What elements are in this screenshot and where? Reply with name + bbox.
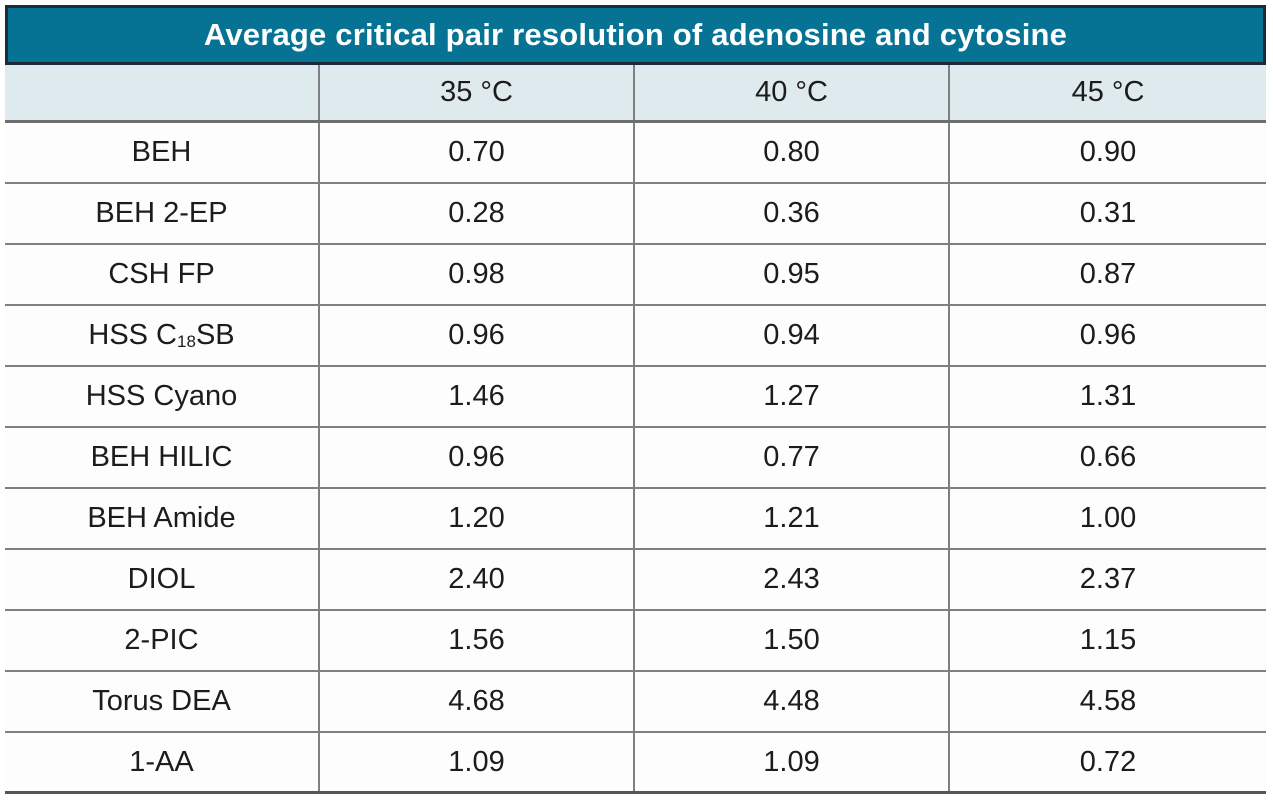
- row-label-text: 2-PIC: [124, 624, 199, 656]
- cell-value: 1.21: [633, 489, 948, 548]
- column-header-45c: 45 °C: [948, 65, 1266, 120]
- table-row: BEH 2-EP 0.28 0.36 0.31: [5, 184, 1266, 245]
- row-label: BEH Amide: [5, 489, 318, 548]
- row-label-text: BEH Amide: [87, 502, 236, 534]
- row-label-text: HSS C: [88, 319, 178, 351]
- row-label: BEH 2-EP: [5, 184, 318, 243]
- cell-value: 1.15: [948, 611, 1266, 670]
- cell-value: 0.31: [948, 184, 1266, 243]
- row-label: Torus DEA: [5, 672, 318, 731]
- table-row: Torus DEA 4.68 4.48 4.58: [5, 672, 1266, 733]
- row-label-text: BEH HILIC: [90, 441, 233, 473]
- row-label-text: CSH FP: [108, 258, 215, 290]
- cell-value: 4.58: [948, 672, 1266, 731]
- table-row: 2-PIC 1.56 1.50 1.15: [5, 611, 1266, 672]
- column-header-row: 35 °C 40 °C 45 °C: [5, 65, 1266, 123]
- cell-value: 0.36: [633, 184, 948, 243]
- cell-value: 1.56: [318, 611, 633, 670]
- row-label-text: BEH 2-EP: [95, 197, 228, 229]
- table-row: 1-AA 1.09 1.09 0.72: [5, 733, 1266, 794]
- cell-value: 0.28: [318, 184, 633, 243]
- table-row: BEH 0.70 0.80 0.90: [5, 123, 1266, 184]
- table-title: Average critical pair resolution of aden…: [203, 17, 1068, 52]
- table-row: BEH Amide 1.20 1.21 1.00: [5, 489, 1266, 550]
- cell-value: 0.95: [633, 245, 948, 304]
- row-label: HSS Cyano: [5, 367, 318, 426]
- row-label: CSH FP: [5, 245, 318, 304]
- cell-value: 2.37: [948, 550, 1266, 609]
- table-row: DIOL 2.40 2.43 2.37: [5, 550, 1266, 611]
- table-row: CSH FP 0.98 0.95 0.87: [5, 245, 1266, 306]
- cell-value: 0.96: [318, 428, 633, 487]
- table-title-bar: Average critical pair resolution of aden…: [5, 5, 1266, 65]
- cell-value: 1.50: [633, 611, 948, 670]
- cell-value: 2.43: [633, 550, 948, 609]
- cell-value: 1.31: [948, 367, 1266, 426]
- cell-value: 1.27: [633, 367, 948, 426]
- row-label-text: Torus DEA: [92, 685, 231, 717]
- row-label: 2-PIC: [5, 611, 318, 670]
- row-label: 1-AA: [5, 733, 318, 791]
- row-label-text: DIOL: [127, 563, 196, 595]
- cell-value: 0.94: [633, 306, 948, 365]
- row-label-text: BEH: [131, 136, 192, 168]
- cell-value: 1.00: [948, 489, 1266, 548]
- row-label: HSS C 18 SB: [88, 319, 235, 351]
- table-row: HSS C 18 SB 0.96 0.94 0.96: [5, 306, 1266, 367]
- cell-value: 2.40: [318, 550, 633, 609]
- cell-value: 4.68: [318, 672, 633, 731]
- column-header-35c: 35 °C: [318, 65, 633, 120]
- row-label: DIOL: [5, 550, 318, 609]
- row-label: BEH: [5, 123, 318, 182]
- row-label-text: 1-AA: [129, 745, 194, 778]
- column-header-40c: 40 °C: [633, 65, 948, 120]
- table-row: HSS Cyano 1.46 1.27 1.31: [5, 367, 1266, 428]
- cell-value: 0.90: [948, 123, 1266, 182]
- cell-value: 1.09: [318, 733, 633, 791]
- cell-value: 0.96: [948, 306, 1266, 365]
- cell-value: 0.87: [948, 245, 1266, 304]
- cell-value: 0.66: [948, 428, 1266, 487]
- cell-value: 1.09: [633, 733, 948, 791]
- table-row: BEH HILIC 0.96 0.77 0.66: [5, 428, 1266, 489]
- cell-value: 4.48: [633, 672, 948, 731]
- cell-value: 0.70: [318, 123, 633, 182]
- row-label-text: HSS Cyano: [85, 380, 238, 412]
- cell-value: 1.20: [318, 489, 633, 548]
- cell-value: 0.96: [318, 306, 633, 365]
- cell-value: 0.77: [633, 428, 948, 487]
- cell-value: 0.80: [633, 123, 948, 182]
- row-label-text: SB: [195, 319, 235, 351]
- row-label: BEH HILIC: [5, 428, 318, 487]
- cell-value: 1.46: [318, 367, 633, 426]
- resolution-table: Average critical pair resolution of aden…: [5, 5, 1266, 794]
- cell-value: 0.98: [318, 245, 633, 304]
- cell-value: 0.72: [948, 733, 1266, 791]
- corner-cell: [5, 65, 318, 120]
